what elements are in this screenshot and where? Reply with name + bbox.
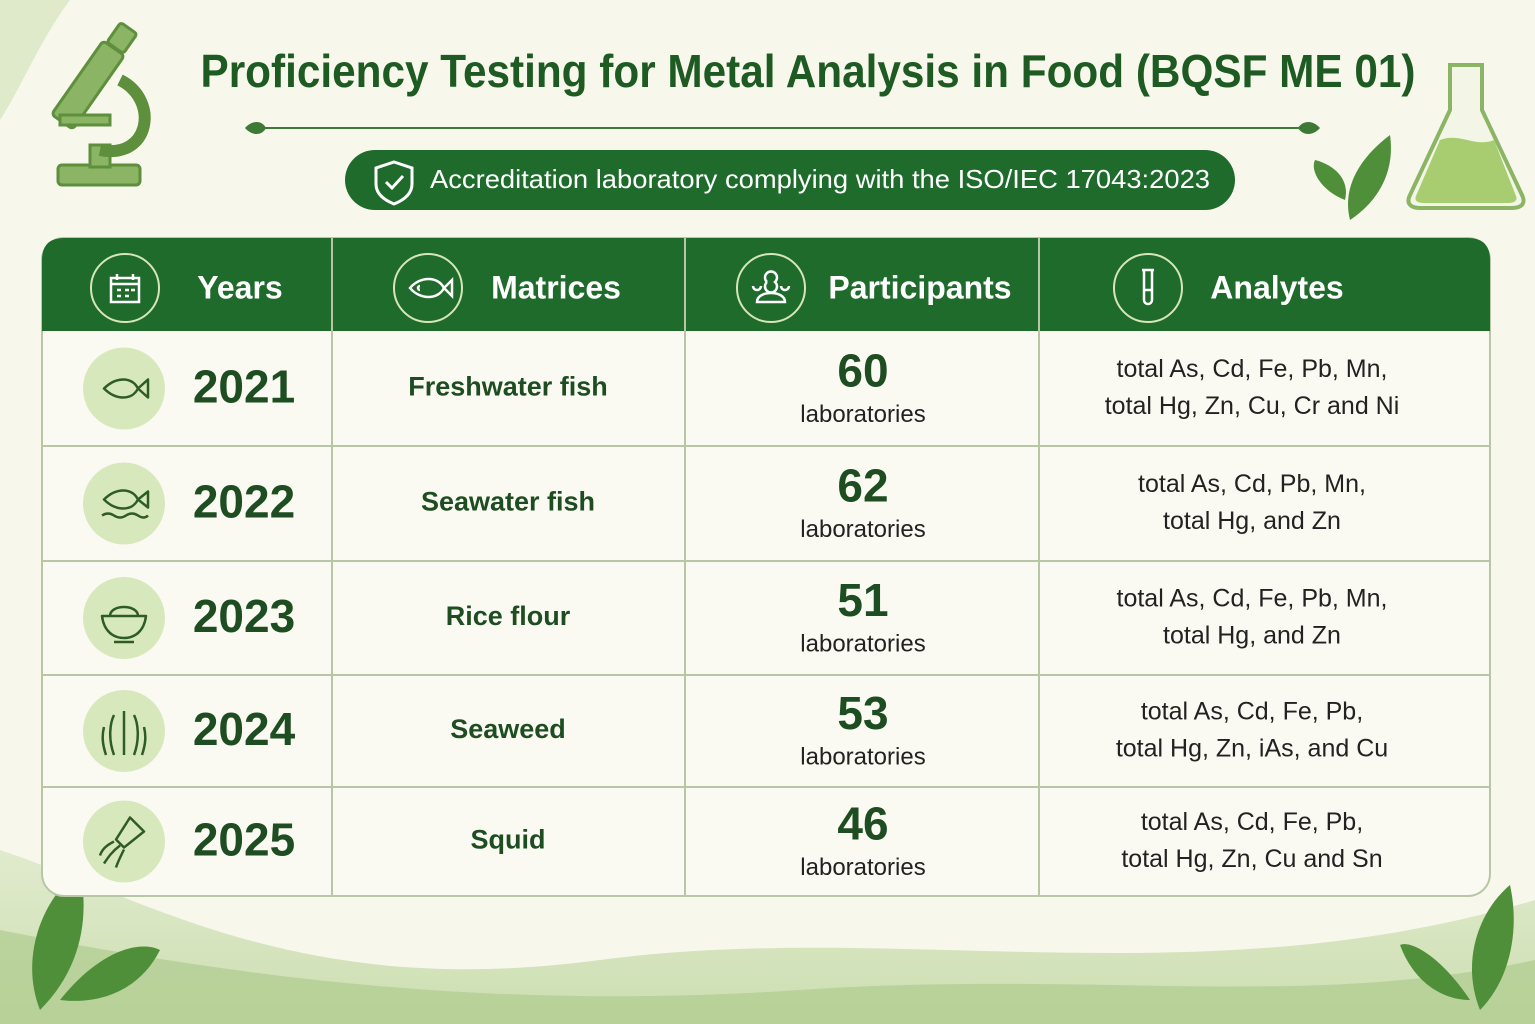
analytes-line: total As, Cd, Fe, Pb, xyxy=(1141,698,1363,726)
header-icon xyxy=(751,270,791,304)
participants-unit: laboratories xyxy=(800,743,925,770)
header-icon-ring xyxy=(1113,253,1183,323)
year: 2021 xyxy=(193,361,295,413)
table-frame xyxy=(41,237,1491,897)
analytes-line: total Hg, Zn, iAs, and Cu xyxy=(1116,735,1388,763)
header-icon xyxy=(1142,268,1154,306)
badge-text: Accreditation laboratory complying with … xyxy=(430,164,1210,194)
analytes-line: total As, Cd, Fe, Pb, xyxy=(1141,808,1363,836)
analytes-line: total Hg, Zn, Cu, Cr and Ni xyxy=(1105,392,1400,420)
row-icon xyxy=(98,816,146,868)
participants-count: 51 xyxy=(837,574,888,626)
analytes-line: total Hg, Zn, Cu and Sn xyxy=(1121,845,1382,873)
participants-unit: laboratories xyxy=(800,516,925,543)
column-header: Matrices xyxy=(491,269,621,305)
row-icon-bg xyxy=(83,462,165,545)
bottom-wave xyxy=(0,930,1535,1024)
column-header: Years xyxy=(197,269,282,305)
analytes-line: total Hg, and Zn xyxy=(1163,507,1341,535)
corner-shape xyxy=(0,0,70,120)
participants-count: 46 xyxy=(837,798,888,850)
badge xyxy=(345,150,1235,210)
title: Proficiency Testing for Metal Analysis i… xyxy=(201,45,1416,97)
check-icon xyxy=(384,174,405,191)
year: 2025 xyxy=(193,814,295,866)
shield-icon xyxy=(374,160,414,206)
year: 2023 xyxy=(193,590,295,642)
analytes-line: total Hg, and Zn xyxy=(1163,622,1341,650)
analytes-line: total As, Cd, Fe, Pb, Mn, xyxy=(1117,585,1388,613)
participants-count: 53 xyxy=(837,687,888,739)
participants-count: 62 xyxy=(837,460,888,512)
matrix: Seawater fish xyxy=(421,487,595,517)
row-icon xyxy=(100,605,148,644)
matrix: Seaweed xyxy=(450,714,566,744)
row-icon-bg xyxy=(83,800,165,883)
participants-unit: laboratories xyxy=(800,401,925,428)
header-icon xyxy=(109,274,141,304)
row-icon xyxy=(101,711,147,756)
bottom-wave xyxy=(0,850,1535,1024)
participants-count: 60 xyxy=(837,345,888,397)
column-header: Analytes xyxy=(1210,269,1343,305)
row-icon xyxy=(101,489,150,519)
year: 2022 xyxy=(193,476,295,528)
header-icon-ring xyxy=(90,253,160,323)
matrix: Squid xyxy=(471,825,546,855)
microscope-icon xyxy=(51,22,151,187)
leaf-decoration xyxy=(32,135,1514,1010)
analytes-line: total As, Cd, Fe, Pb, Mn, xyxy=(1117,355,1388,383)
row-icon-bg xyxy=(83,347,165,430)
matrix: Rice flour xyxy=(446,601,571,631)
flask-icon xyxy=(1406,63,1526,210)
row-icon xyxy=(102,378,150,399)
analytes-line: total As, Cd, Pb, Mn, xyxy=(1138,470,1366,498)
header-icon-ring xyxy=(736,253,806,323)
header-icon xyxy=(408,276,454,300)
matrix: Freshwater fish xyxy=(408,372,608,402)
header-icon-ring xyxy=(393,253,463,323)
row-icon-bg xyxy=(83,577,165,659)
column-header: Participants xyxy=(828,269,1011,305)
participants-unit: laboratories xyxy=(800,630,925,657)
year: 2024 xyxy=(193,703,296,755)
participants-unit: laboratories xyxy=(800,854,925,881)
